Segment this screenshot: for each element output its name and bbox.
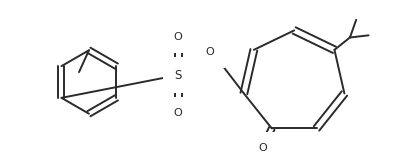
Text: S: S	[175, 68, 182, 82]
Text: O: O	[174, 108, 182, 118]
Text: O: O	[174, 32, 182, 42]
Text: O: O	[258, 143, 267, 153]
Text: O: O	[206, 47, 214, 57]
